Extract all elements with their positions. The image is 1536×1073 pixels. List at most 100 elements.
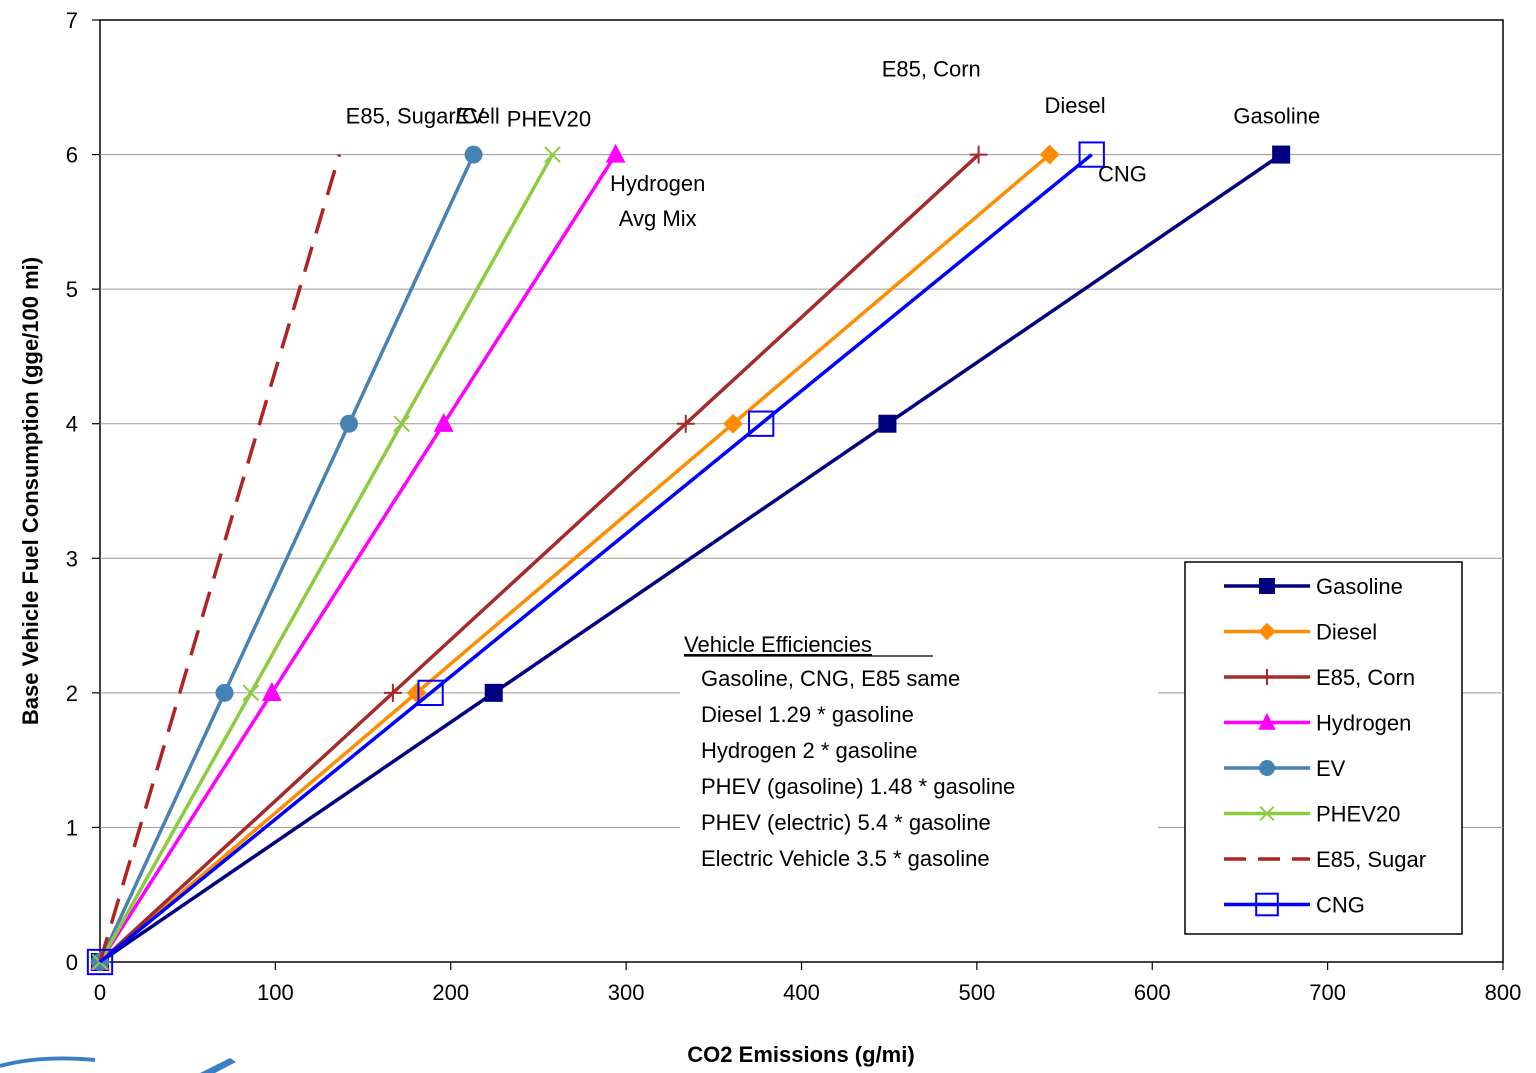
legend-box	[1184, 561, 1463, 935]
series-group	[86, 141, 1291, 976]
legend-item: Hydrogen	[1224, 711, 1411, 736]
data-point	[1039, 144, 1060, 165]
efficiency-line: PHEV (electric) 5.4 * gasoline	[701, 810, 991, 835]
data-point	[605, 143, 626, 163]
data-point	[1259, 805, 1275, 822]
series-line	[98, 153, 618, 963]
x-tick-label: 300	[608, 980, 645, 1005]
y-axis-title: Base Vehicle Fuel Consumption (gge/100 m…	[18, 257, 43, 725]
logo-fragment-mark	[200, 1058, 236, 1073]
data-point	[484, 683, 503, 702]
legend-item: Diesel	[1224, 620, 1377, 645]
legend-label: Gasoline	[1316, 574, 1403, 599]
x-tick-label: 800	[1485, 980, 1522, 1005]
axes: 0 100 200 300 400 500 600 700 800 0 1 2 3 4 5 6 7	[66, 8, 1522, 1005]
data-point	[1258, 622, 1276, 641]
data-point	[1259, 669, 1275, 685]
x-axis-title: CO2 Emissions (g/mi)	[687, 1042, 914, 1067]
legend-label: Hydrogen	[1316, 711, 1411, 736]
legend-label: E85, Corn	[1316, 665, 1415, 690]
series-line	[98, 154, 342, 963]
legend-item: EV	[1224, 756, 1346, 781]
data-point	[340, 414, 359, 433]
data-point	[969, 145, 988, 164]
annotation-label: EV	[455, 104, 485, 129]
data-point	[242, 684, 260, 702]
legend-item: PHEV20	[1224, 802, 1400, 827]
series-line	[98, 153, 1051, 964]
annotation-label: Avg Mix	[619, 206, 697, 231]
x-tick-label: 200	[432, 980, 469, 1005]
annotation-label: Hydrogen	[610, 171, 705, 196]
data-point	[393, 415, 411, 433]
data-point	[1272, 145, 1291, 164]
legend-item: E85, Corn	[1224, 665, 1415, 690]
legend-label: PHEV20	[1316, 802, 1400, 827]
series-line	[98, 153, 1093, 964]
efficiency-line: Hydrogen 2 * gasoline	[701, 738, 917, 763]
data-point	[544, 146, 561, 163]
annotation-label: E85, Sugar/Cell	[346, 104, 500, 129]
series-line	[98, 153, 476, 963]
data-point	[383, 683, 402, 702]
legend-label: E85, Sugar	[1316, 847, 1426, 872]
y-tick-label: 0	[66, 950, 78, 975]
x-tick-label: 700	[1309, 980, 1346, 1005]
series-line	[98, 153, 554, 963]
data-point	[215, 683, 234, 702]
annotation-label: PHEV20	[507, 106, 591, 131]
legend-item: Gasoline	[1224, 574, 1403, 599]
data-point	[1259, 578, 1275, 594]
series-line	[99, 153, 1283, 964]
efficiency-line: Gasoline, CNG, E85 same	[701, 666, 960, 691]
y-tick-label: 4	[66, 412, 78, 437]
efficiency-box: Vehicle Efficiencies Gasoline, CNG, E85 s…	[680, 622, 1158, 888]
annotation-label: E85, Corn	[882, 57, 981, 82]
series-line	[98, 153, 980, 964]
legend: Gasoline Diesel E85, Corn Hydrogen EV PHEV20 E…	[1184, 561, 1463, 935]
y-tick-label: 7	[66, 8, 78, 33]
data-point	[417, 679, 444, 707]
series-e85-corn	[91, 145, 988, 971]
efficiency-line: Diesel 1.29 * gasoline	[701, 702, 914, 727]
y-tick-label: 6	[66, 143, 78, 168]
efficiency-line: Electric Vehicle 3.5 * gasoline	[701, 846, 990, 871]
legend-label: Diesel	[1316, 620, 1377, 645]
y-tick-label: 5	[66, 277, 78, 302]
legend-item: E85, Sugar	[1224, 847, 1426, 872]
x-tick-label: 500	[959, 980, 996, 1005]
data-point	[86, 948, 114, 976]
data-point	[723, 413, 744, 434]
x-tick-label: 400	[783, 980, 820, 1005]
legend-label: EV	[1316, 756, 1346, 781]
x-tick-label: 600	[1134, 980, 1171, 1005]
series-e85-sugar	[98, 154, 342, 963]
data-point	[1259, 760, 1275, 776]
efficiency-line: PHEV (gasoline) 1.48 * gasoline	[701, 774, 1015, 799]
data-point	[261, 682, 282, 701]
data-point	[1258, 712, 1276, 730]
legend-label: CNG	[1316, 893, 1365, 918]
data-point	[1255, 892, 1279, 917]
data-point	[433, 412, 454, 432]
series-cng	[86, 141, 1105, 976]
efficiency-box-bg	[680, 622, 1158, 888]
y-tick-label: 2	[66, 681, 78, 706]
annotation-label: CNG	[1098, 161, 1147, 186]
data-point	[878, 414, 897, 433]
data-point	[748, 410, 775, 437]
annotation-label: Gasoline	[1233, 104, 1320, 129]
data-point	[464, 145, 483, 164]
legend-item: CNG	[1224, 893, 1365, 918]
x-tick-label: 0	[94, 980, 106, 1005]
data-point	[406, 682, 427, 703]
data-point	[676, 414, 695, 433]
x-tick-label: 100	[257, 980, 294, 1005]
efficiency-heading: Vehicle Efficiencies	[684, 632, 872, 657]
logo-fragment	[0, 1056, 96, 1068]
y-tick-label: 1	[66, 815, 78, 840]
data-point	[1078, 141, 1105, 168]
annotation-label: Diesel	[1045, 93, 1106, 118]
